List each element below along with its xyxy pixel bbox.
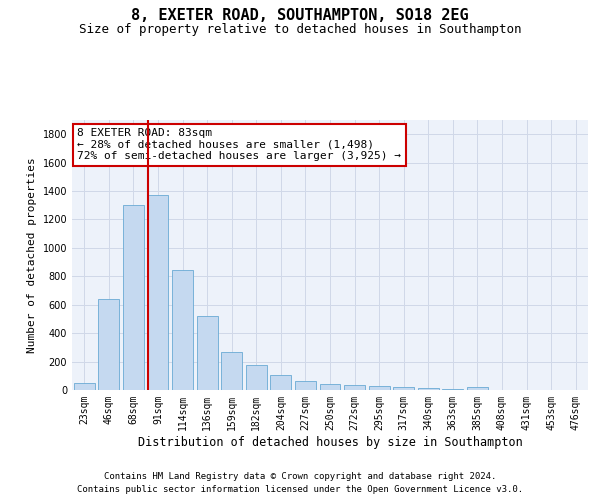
Bar (368, 386, 389, 390)
Bar (197, 316, 218, 390)
Bar (74, 383, 95, 390)
Bar (246, 365, 267, 390)
Text: Contains public sector information licensed under the Open Government Licence v3: Contains public sector information licen… (77, 485, 523, 494)
Bar (393, 387, 414, 390)
Bar (172, 270, 193, 390)
Bar (418, 388, 439, 390)
Bar (320, 384, 340, 390)
Bar (98, 299, 119, 390)
Text: 8 EXETER ROAD: 83sqm
← 28% of detached houses are smaller (1,498)
72% of semi-de: 8 EXETER ROAD: 83sqm ← 28% of detached h… (77, 128, 401, 162)
Text: 8, EXETER ROAD, SOUTHAMPTON, SO18 2EG: 8, EXETER ROAD, SOUTHAMPTON, SO18 2EG (131, 8, 469, 22)
Y-axis label: Number of detached properties: Number of detached properties (27, 157, 37, 353)
Bar (221, 352, 242, 390)
X-axis label: Distribution of detached houses by size in Southampton: Distribution of detached houses by size … (137, 436, 523, 448)
Bar (344, 384, 365, 390)
Bar (271, 375, 292, 390)
Bar (123, 206, 144, 390)
Text: Size of property relative to detached houses in Southampton: Size of property relative to detached ho… (79, 22, 521, 36)
Text: Contains HM Land Registry data © Crown copyright and database right 2024.: Contains HM Land Registry data © Crown c… (104, 472, 496, 481)
Bar (467, 387, 488, 390)
Bar (295, 381, 316, 390)
Bar (148, 196, 169, 390)
